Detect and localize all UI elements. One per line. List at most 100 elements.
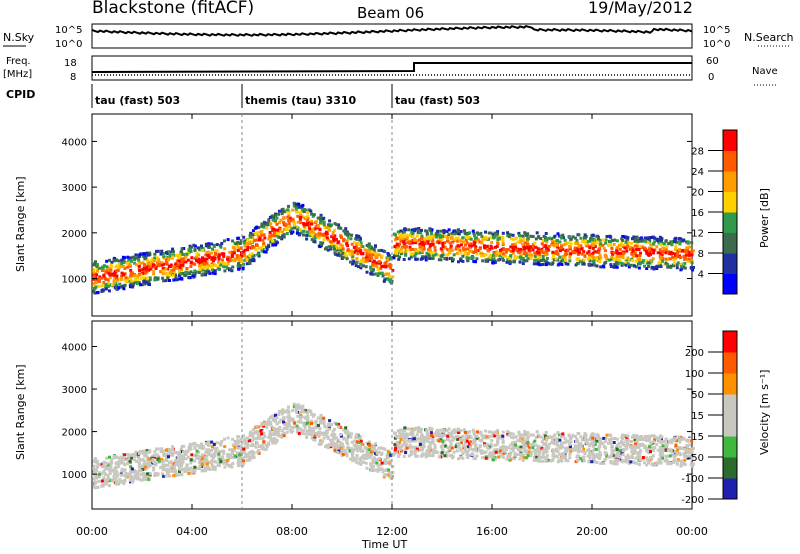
power-cell <box>306 214 310 218</box>
velocity-cell <box>167 469 171 473</box>
velocity-cell <box>210 449 214 452</box>
velocity-cell <box>615 437 619 441</box>
power-cell <box>357 265 360 269</box>
velocity-cell <box>580 438 584 442</box>
power-cell <box>97 284 101 288</box>
power-cell <box>536 262 540 266</box>
power-cell <box>203 259 207 262</box>
power-cell <box>169 263 173 267</box>
power-cell <box>105 269 109 273</box>
velocity-cell <box>141 468 145 472</box>
velocity-cell <box>459 441 463 445</box>
power-cell <box>97 266 101 270</box>
velocity-cell <box>92 460 96 464</box>
power-cell <box>310 234 314 238</box>
power-cell <box>192 271 196 275</box>
velocity-cell <box>168 451 172 455</box>
velocity-cell <box>508 456 512 459</box>
velocity-cell <box>527 450 531 454</box>
velocity-cell <box>337 422 341 426</box>
velocity-cell <box>161 472 165 476</box>
power-cell <box>269 240 273 244</box>
velocity-cell <box>592 454 596 457</box>
velocity-cell <box>207 453 211 456</box>
velocity-cell <box>509 451 513 455</box>
power-cell <box>593 263 597 267</box>
power-cell <box>260 233 264 237</box>
power-cell <box>475 236 479 240</box>
power-cell <box>434 252 438 256</box>
velocity-cell <box>355 457 359 461</box>
power-cell <box>633 240 637 243</box>
power-cell <box>142 276 146 280</box>
power-cell <box>407 257 411 261</box>
power-cell <box>245 258 249 261</box>
velocity-cell <box>310 422 313 425</box>
velocity-cell <box>649 445 653 449</box>
velocity-cell <box>231 452 234 456</box>
velocity-cell <box>501 449 505 453</box>
velocity-cell <box>373 458 377 461</box>
power-cell <box>332 239 336 243</box>
velocity-cell <box>672 460 676 464</box>
velocity-cell <box>156 473 160 477</box>
velocity-cell <box>376 464 380 468</box>
colorbar-swatch <box>723 232 737 254</box>
velocity-cell <box>205 462 209 466</box>
velocity-cell <box>274 441 278 445</box>
velocity-cell <box>302 428 306 432</box>
power-cell <box>428 237 432 241</box>
power-cell <box>389 278 393 282</box>
power-cell <box>134 281 138 284</box>
power-cell <box>450 235 454 239</box>
velocity-cell <box>671 453 675 457</box>
velocity-cell <box>92 466 96 470</box>
velocity-cell <box>666 462 670 466</box>
power-cell <box>325 230 328 234</box>
power-cell <box>521 262 525 266</box>
power-cell <box>644 249 648 253</box>
power-cell <box>313 236 317 240</box>
power-cell <box>351 257 354 261</box>
power-cell <box>599 256 603 260</box>
velocity-cell <box>678 445 681 449</box>
power-cell <box>122 265 126 269</box>
velocity-cell <box>254 445 258 449</box>
power-cell <box>383 278 387 282</box>
power-cell <box>183 255 187 259</box>
velocity-cell <box>630 450 634 454</box>
velocity-cell <box>647 451 651 455</box>
velocity-cell <box>217 461 221 465</box>
power-cell <box>626 244 629 248</box>
velocity-cell <box>212 446 216 450</box>
velocity-cell <box>304 422 308 426</box>
power-cell <box>93 291 97 295</box>
power-cell <box>282 210 286 214</box>
velocity-cell <box>167 455 170 459</box>
velocity-cell <box>533 449 537 452</box>
velocity-cell <box>165 458 168 462</box>
velocity-cell <box>105 461 109 465</box>
power-cell <box>509 245 513 249</box>
velocity-cell <box>340 434 343 438</box>
power-cell <box>195 259 198 263</box>
velocity-cell <box>95 459 99 463</box>
velocity-cell <box>431 454 435 458</box>
power-cell <box>246 244 249 248</box>
power-cell <box>428 248 432 252</box>
velocity-cell <box>401 433 405 437</box>
power-cell <box>306 217 310 221</box>
power-cell <box>523 232 527 236</box>
velocity-cell <box>622 441 626 445</box>
velocity-cell <box>251 434 255 438</box>
power-cell <box>454 247 458 251</box>
power-cell <box>404 253 408 257</box>
velocity-cell <box>511 449 515 453</box>
velocity-cell <box>94 457 97 461</box>
velocity-cell <box>176 463 180 467</box>
power-cell <box>536 251 540 255</box>
power-cell <box>213 272 217 276</box>
velocity-cell <box>664 454 668 458</box>
power-cell <box>562 243 566 247</box>
